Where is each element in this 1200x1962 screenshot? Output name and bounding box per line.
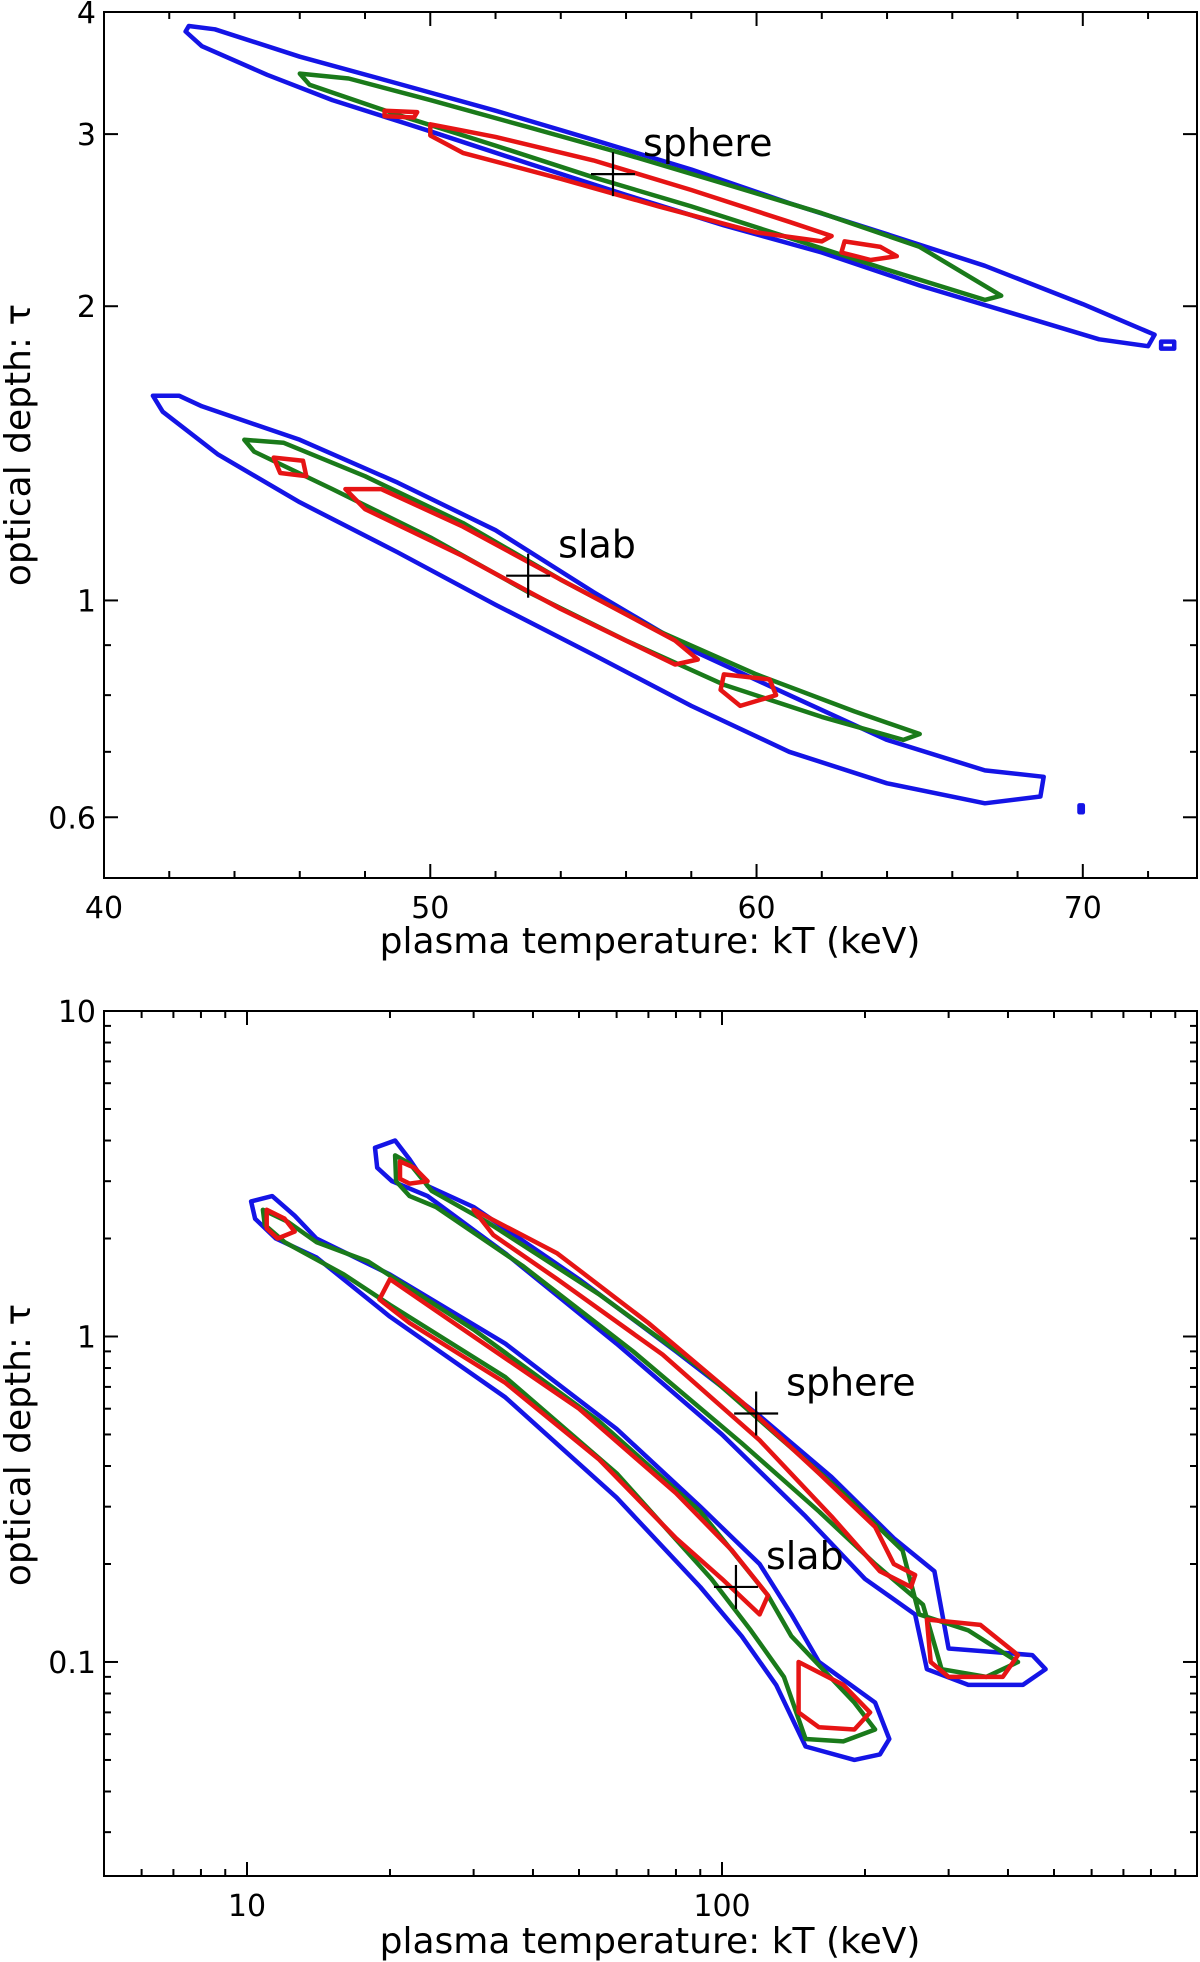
bottom-x-axis-label: plasma temperature: kT (keV) bbox=[380, 1921, 921, 1962]
y-tick-label: 0.1 bbox=[48, 1646, 96, 1681]
top-y-axis-label: optical depth: τ bbox=[0, 304, 39, 586]
x-tick-label: 10 bbox=[228, 1889, 266, 1924]
top-plot-frame bbox=[103, 11, 1198, 879]
bottom-contour-lines bbox=[248, 1138, 1048, 1763]
slab-inner-contour bbox=[271, 455, 309, 479]
top-axis-ticks: 40 50 60 70 0.6 1 2 3 4 bbox=[48, 0, 1197, 926]
y-tick-label: 10 bbox=[58, 995, 96, 1030]
sphere-inner-contour bbox=[382, 108, 420, 120]
sphere-middle-contour bbox=[392, 1153, 1021, 1680]
slab-annotation: slab bbox=[766, 1534, 844, 1578]
top-best-fit-markers: sphere slab bbox=[506, 121, 773, 598]
sphere-inner-contour bbox=[428, 122, 834, 244]
sphere-middle-contour bbox=[297, 71, 1004, 303]
slab-inner-contour bbox=[377, 1276, 771, 1617]
slab-inner-contour bbox=[796, 1659, 873, 1732]
y-tick-label: 1 bbox=[77, 1320, 96, 1355]
bottom-axis-ticks: 10 100 0.1 1 10 bbox=[48, 995, 1197, 1924]
sphere-inner-contour bbox=[397, 1159, 430, 1186]
sphere-annotation: sphere bbox=[643, 121, 773, 165]
sphere-inner-contour bbox=[839, 239, 900, 263]
slab-middle-contour bbox=[260, 1207, 878, 1744]
y-tick-label: 0.6 bbox=[48, 801, 96, 836]
sphere-inner-contour bbox=[471, 1207, 918, 1590]
sphere-outer-contour bbox=[183, 23, 1157, 349]
y-tick-label: 4 bbox=[77, 0, 96, 31]
slab-middle-contour bbox=[242, 437, 922, 743]
slab-outer-contour bbox=[1077, 803, 1086, 815]
y-tick-label: 3 bbox=[77, 118, 96, 153]
slab-inner-contour bbox=[343, 486, 701, 667]
sphere-outer-contour bbox=[1158, 339, 1177, 351]
slab-inner-contour bbox=[718, 672, 779, 709]
x-tick-label: 100 bbox=[693, 1889, 750, 1924]
top-contour-lines bbox=[150, 23, 1177, 815]
bottom-best-fit-markers: sphere slab bbox=[713, 1360, 916, 1609]
x-tick-label: 40 bbox=[85, 891, 123, 926]
sphere-outer-contour bbox=[372, 1138, 1048, 1688]
x-tick-label: 60 bbox=[737, 891, 775, 926]
top-contour-panel: sphere slab 40 50 60 70 0.6 1 2 3 4 plasma temper… bbox=[0, 0, 1198, 962]
slab-annotation: slab bbox=[558, 523, 636, 567]
bottom-plot-frame bbox=[103, 1010, 1198, 1877]
slab-outer-contour bbox=[150, 393, 1046, 806]
sphere-annotation: sphere bbox=[786, 1360, 916, 1404]
slab-inner-contour bbox=[264, 1207, 297, 1241]
sphere-inner-contour bbox=[924, 1617, 1021, 1680]
bottom-contour-panel: sphere slab 10 100 0.1 1 10 plasma temperatur… bbox=[0, 995, 1198, 1962]
bottom-y-axis-label: optical depth: τ bbox=[0, 1304, 39, 1586]
y-tick-label: 2 bbox=[77, 290, 96, 325]
top-x-axis-label: plasma temperature: kT (keV) bbox=[380, 921, 921, 962]
y-tick-label: 1 bbox=[77, 584, 96, 619]
x-tick-label: 70 bbox=[1064, 891, 1102, 926]
x-tick-label: 50 bbox=[411, 891, 449, 926]
